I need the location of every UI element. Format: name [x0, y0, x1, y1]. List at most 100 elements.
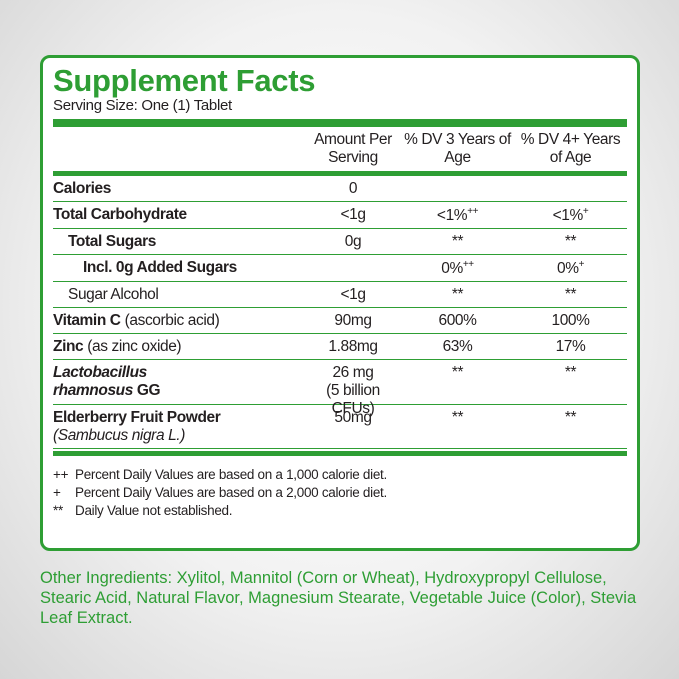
amount: 26 mg — [332, 364, 374, 382]
footnote-text: Percent Daily Values are based on a 2,00… — [75, 485, 387, 501]
amount-cell: 1.88mg — [305, 334, 401, 359]
footnote-marker: + — [582, 206, 589, 217]
divider — [53, 451, 627, 457]
nutrient-note: (as zinc oxide) — [87, 338, 182, 356]
dv-cell: 0%+ — [514, 255, 627, 281]
nutrient-name-cell: Lactobacillus rhamnosus GG — [53, 360, 305, 421]
nutrient-name: Calories — [53, 180, 111, 197]
nutrient-row: Incl. 0g Added Sugars 0%++ 0%+ — [53, 255, 627, 283]
dv-cell: ** — [514, 229, 627, 254]
nutrient-name: Total Sugars — [68, 233, 156, 251]
nutrient-name: Incl. 0g Added Sugars — [83, 259, 237, 277]
amount: 0 — [348, 180, 358, 197]
amount-note: (5 billion CFUs) — [326, 382, 380, 418]
footnote-marker: ++ — [467, 206, 479, 217]
nutrient-name: Vitamin C — [53, 312, 121, 330]
dv-cell: 17% — [514, 334, 627, 359]
daily-value: 100% — [551, 312, 590, 330]
nutrient-row: Total Sugars 0g ** ** — [53, 229, 627, 256]
nutrient-row: Elderberry Fruit Powder (Sambucus nigra L… — [53, 405, 627, 450]
column-header: % DV 4+ Years of Age — [520, 131, 621, 166]
nutrient-row: Sugar Alcohol <1g ** ** — [53, 282, 627, 309]
footnote: ** Daily Value not established. — [53, 502, 627, 520]
header-row: Amount Per Serving % DV 3 Years of Age %… — [53, 127, 627, 171]
amount-cell: 0g — [305, 229, 401, 254]
nutrient-suffix: GG — [136, 382, 161, 400]
footnote-marker: ** — [53, 503, 63, 519]
footnote-text: Daily Value not established. — [75, 503, 233, 519]
dv-cell: ** — [401, 360, 514, 421]
nutrient-name-cell: Total Sugars — [53, 229, 305, 254]
daily-value: 0% — [441, 260, 463, 278]
dv-cell: ** — [514, 405, 627, 448]
nutrient-name: Elderberry Fruit Powder — [53, 409, 221, 427]
dv-cell: 0%++ — [401, 255, 514, 281]
serving-size: Serving Size: One (1) Tablet — [53, 97, 232, 114]
amount: <1g — [340, 206, 366, 223]
column-header: % DV 3 Years of Age — [404, 131, 511, 166]
footnote: ++ Percent Daily Values are based on a 1,… — [53, 466, 627, 484]
nutrient-name-cell: Sugar Alcohol — [53, 282, 305, 307]
amount: 50mg — [334, 409, 372, 427]
footnote-marker: ++ — [462, 259, 474, 271]
nutrient-row: Lactobacillus rhamnosus GG 26 mg (5 billion… — [53, 360, 627, 417]
facts-panel: Supplement Facts Serving Size: One (1) T… — [40, 55, 640, 551]
nutrient-name: Sugar Alcohol — [68, 286, 159, 304]
daily-value: ** — [564, 409, 577, 427]
nutrient-name-cell: Zinc (as zinc oxide) — [53, 334, 305, 359]
daily-value: ** — [564, 286, 577, 304]
daily-value: ** — [451, 409, 464, 427]
dv-cell: ** — [401, 229, 514, 254]
amount-cell: 0 — [305, 176, 401, 201]
amount-cell: 90mg — [305, 308, 401, 333]
daily-value: 63% — [442, 338, 473, 356]
nutrient-row: Total Carbohydrate <1g <1%++ <1%+ — [53, 202, 627, 230]
divider — [53, 171, 627, 176]
footnote-marker: + — [578, 259, 585, 271]
nutrient-row: Zinc (as zinc oxide) 1.88mg 63% 17% — [53, 334, 627, 361]
daily-value: ** — [451, 286, 464, 304]
amount-cell: 26 mg (5 billion CFUs) — [305, 360, 401, 421]
daily-value: 600% — [438, 312, 477, 330]
footnotes: ++ Percent Daily Values are based on a 1,… — [53, 466, 627, 520]
amount-cell: <1g — [305, 282, 401, 307]
dv-cell: <1%++ — [401, 202, 514, 228]
column-header: Amount Per Serving — [314, 131, 392, 166]
amount: 90mg — [334, 312, 372, 330]
footnote-marker: ++ — [53, 467, 69, 483]
nutrient-note: (ascorbic acid) — [124, 312, 220, 330]
footnote: + Percent Daily Values are based on a 2,0… — [53, 484, 627, 502]
nutrient-name-cell: Calories — [53, 176, 305, 201]
dv-cell: ** — [401, 405, 514, 448]
dv-cell: ** — [401, 282, 514, 307]
daily-value: ** — [451, 364, 464, 382]
title: Supplement Facts — [53, 63, 316, 98]
nutrient-note: (Sambucus nigra L.) — [53, 427, 185, 445]
nutrient-name: Total Carbohydrate — [53, 206, 187, 223]
amount: 0g — [344, 233, 362, 251]
nutrient-name: Lactobacillus — [53, 364, 147, 382]
daily-value: 0% — [556, 260, 579, 278]
dv-cell: ** — [514, 282, 627, 307]
dv-cell: 600% — [401, 308, 514, 333]
nutrient-name-cell: Incl. 0g Added Sugars — [53, 255, 305, 281]
dv-cell — [401, 176, 514, 201]
daily-value: ** — [564, 233, 577, 251]
nutrient-name: rhamnosus — [53, 382, 133, 400]
daily-value: ** — [564, 364, 577, 382]
rows: Calories 0 Total Carbohydrate <1g <1%++ <1%+ T… — [53, 176, 627, 450]
other-ingredients: Other Ingredients: Xylitol, Mannitol (Co… — [40, 569, 637, 627]
footnote-text: Percent Daily Values are based on a 1,00… — [75, 467, 387, 483]
nutrient-name: Zinc — [53, 338, 84, 356]
dv-cell: ** — [514, 360, 627, 421]
amount-cell — [305, 255, 401, 281]
amount: <1g — [340, 286, 366, 304]
dv-cell — [514, 176, 627, 201]
footnote-marker: + — [53, 485, 61, 501]
amount-cell: 50mg — [305, 405, 401, 448]
daily-value: <1% — [436, 207, 468, 225]
nutrient-name-cell: Elderberry Fruit Powder (Sambucus nigra L… — [53, 405, 305, 448]
dv-cell: <1%+ — [514, 202, 627, 228]
amount: 1.88mg — [328, 338, 378, 356]
